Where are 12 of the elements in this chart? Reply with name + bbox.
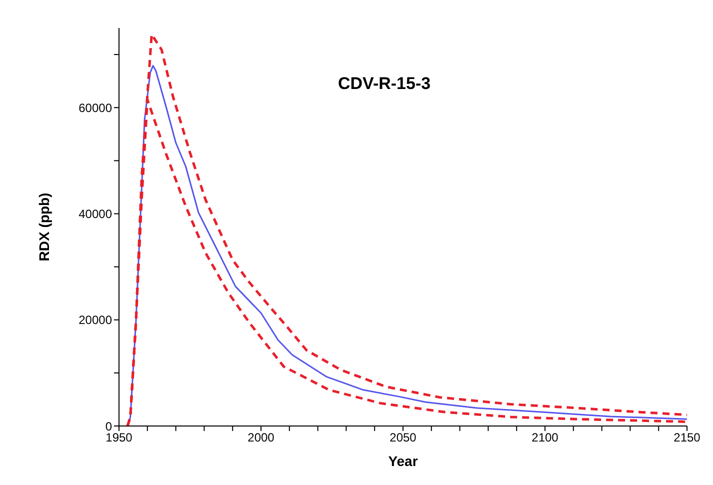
x-tick-label: 2150 [674,430,701,445]
y-axis-title: RDX (ppb) [36,192,52,262]
y-tick-label: 60000 [78,100,112,115]
y-tick-label: 0 [105,419,112,434]
text: CDV-R-15-3 [338,74,431,94]
y-tick-label: 40000 [78,206,112,221]
x-tick-label: 2100 [532,430,559,445]
x-tick-label: 1950 [106,430,133,445]
x-axis-title: Year [388,453,418,469]
x-tick-label: 2050 [390,430,417,445]
x-tick-label: 2000 [248,430,275,445]
y-tick-label: 20000 [78,313,112,328]
